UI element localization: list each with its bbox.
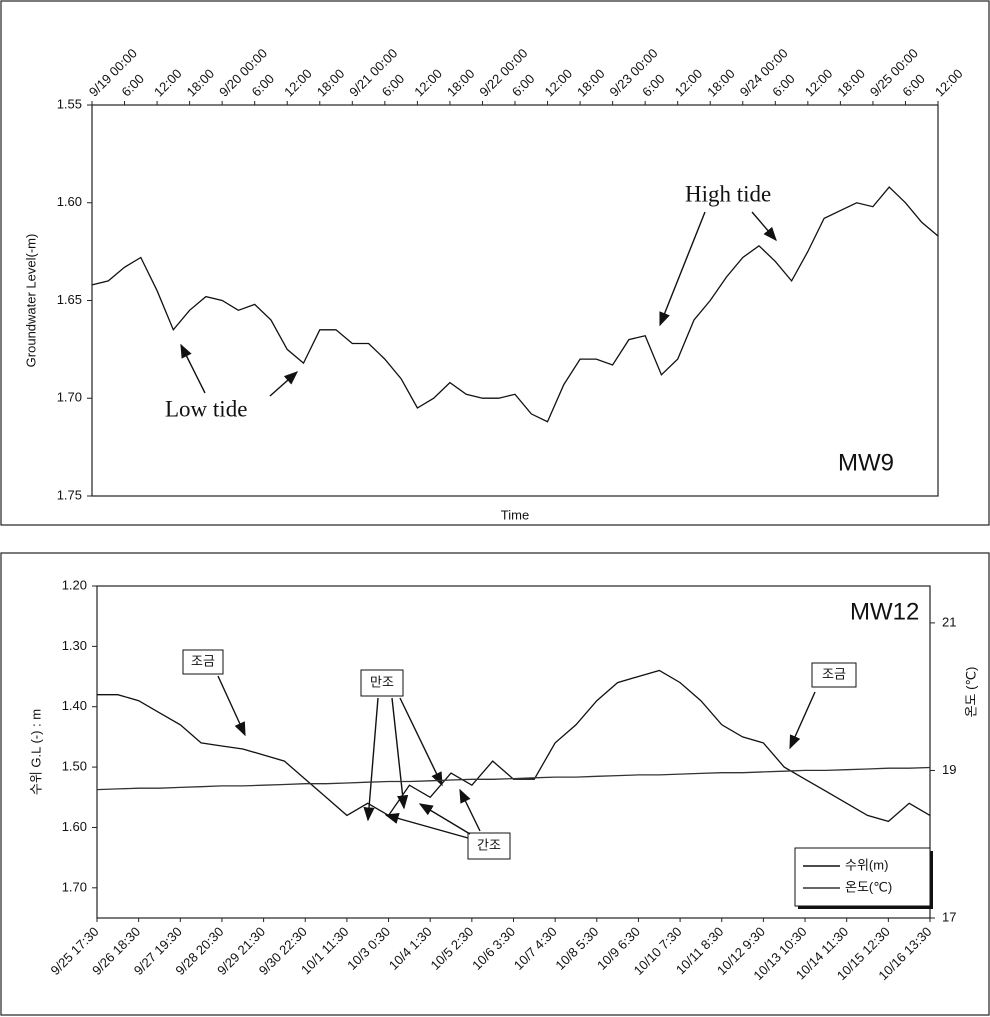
y-tick-label: 1.70	[57, 390, 82, 405]
x-tick-label: 10/3 0:30	[344, 924, 393, 973]
x-tick-label: 18:00	[184, 66, 218, 100]
x-tick-label: 12:00	[932, 66, 966, 100]
y-tick-label: 1.55	[57, 96, 82, 111]
x-tick-label: 12:00	[411, 66, 445, 100]
arrow	[459, 788, 481, 832]
x-tick-label: 12:00	[541, 66, 575, 100]
x-tick-label: 6:00	[379, 71, 408, 100]
legend-label: 온도(℃)	[845, 879, 892, 894]
y-tick-label: 1.40	[62, 698, 87, 713]
annotation: High tide	[685, 181, 771, 206]
x-tick-label: 6:00	[509, 71, 538, 100]
x-tick-label: 10/4 1:30	[386, 924, 435, 973]
annotation: 조금	[191, 653, 215, 668]
arrow	[751, 211, 777, 242]
arrow	[418, 803, 471, 835]
annotation-box	[467, 832, 511, 860]
y-axis-label: 수위 G.L (-) : m	[28, 709, 43, 795]
x-tick-label: 10/5 2:30	[427, 924, 476, 973]
y2-tick-label: 19	[942, 762, 956, 777]
x-tick-label: 10/6 3:30	[469, 924, 518, 973]
arrow	[789, 691, 816, 750]
annotation: 만조	[370, 674, 394, 689]
y-tick-label: 1.30	[62, 638, 87, 653]
x-axis-label: Time	[501, 507, 529, 522]
annotation-box	[360, 669, 404, 697]
y-tick-label: 1.50	[62, 759, 87, 774]
arrow	[363, 697, 379, 822]
x-tick-label: 18:00	[574, 66, 608, 100]
y-tick-label: 1.70	[62, 879, 87, 894]
arrow	[659, 211, 706, 327]
x-tick-label: 18:00	[444, 66, 478, 100]
x-tick-label: 10/7 4:30	[511, 924, 560, 973]
y2-tick-label: 21	[942, 614, 956, 629]
x-tick-label: 6:00	[769, 71, 798, 100]
x-tick-label: 6:00	[249, 71, 278, 100]
x-tick-label: 12:00	[672, 66, 706, 100]
x-tick-label: 12:00	[802, 66, 836, 100]
annotation-box	[182, 649, 224, 675]
y2-axis-label: 온도 (℃)	[963, 667, 978, 718]
plot-area	[91, 104, 939, 497]
x-tick-label: 18:00	[704, 66, 738, 100]
x-tick-label: 6:00	[899, 71, 928, 100]
arrow	[384, 813, 469, 839]
y-tick-label: 1.75	[57, 487, 82, 502]
y2-tick-label: 17	[942, 909, 956, 924]
arrow	[269, 371, 299, 397]
y-tick-label: 1.65	[57, 292, 82, 307]
legend-label: 수위(m)	[845, 857, 888, 872]
arrow	[399, 697, 443, 787]
x-tick-label: 6:00	[639, 71, 668, 100]
x-tick-label: 12:00	[151, 66, 185, 100]
annotation: 간조	[477, 837, 501, 852]
y-tick-label: 1.60	[62, 819, 87, 834]
x-tick-label: 18:00	[314, 66, 348, 100]
data-line	[91, 186, 939, 423]
x-tick-label: 6:00	[118, 71, 147, 100]
arrow	[180, 343, 206, 394]
panel-frame	[0, 552, 990, 1016]
y-axis-label: Groundwater Level(-m)	[23, 234, 38, 368]
arrow	[391, 697, 409, 810]
x-tick-label: 12:00	[281, 66, 315, 100]
annotation: MW12	[850, 598, 919, 625]
panel-frame	[0, 0, 990, 526]
data-line	[97, 669, 931, 823]
x-tick-label: 10/8 5:30	[552, 924, 601, 973]
data-line	[96, 766, 931, 791]
annotation-box	[811, 662, 857, 688]
annotation: 조금	[822, 666, 846, 681]
y-tick-label: 1.20	[62, 577, 87, 592]
annotation: MW9	[838, 449, 894, 476]
arrow	[217, 675, 246, 737]
x-tick-label: 18:00	[834, 66, 868, 100]
annotation: Low tide	[165, 396, 247, 421]
y-tick-label: 1.60	[57, 194, 82, 209]
legend-box	[794, 847, 931, 907]
